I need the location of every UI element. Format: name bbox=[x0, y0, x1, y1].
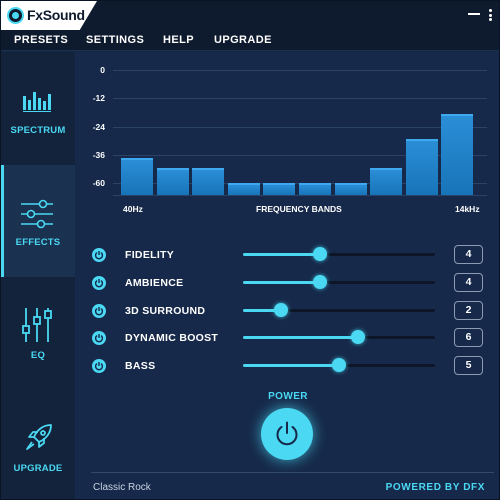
effect-row-3d-surround: 3D SURROUND 2 bbox=[75, 301, 499, 321]
slider-thumb[interactable] bbox=[351, 330, 366, 344]
freq-axis-title: FREQUENCY BANDS bbox=[256, 204, 342, 214]
menu-settings[interactable]: SETTINGS bbox=[86, 34, 145, 46]
sidebar-item-label: EFFECTS bbox=[15, 237, 61, 248]
grid-line bbox=[113, 127, 487, 128]
slider-thumb[interactable] bbox=[312, 247, 327, 261]
effect-label: DYNAMIC BOOST bbox=[125, 332, 219, 344]
spectrum-bar bbox=[370, 167, 403, 195]
dot-icon bbox=[488, 13, 492, 17]
logo: FxSound bbox=[1, 1, 97, 30]
bass-slider[interactable] bbox=[243, 358, 435, 372]
slider-fill bbox=[243, 336, 359, 339]
slider-fill bbox=[243, 309, 282, 312]
power-icon bbox=[276, 421, 298, 446]
menu-help[interactable]: HELP bbox=[163, 34, 194, 46]
sidebar-item-label: SPECTRUM bbox=[10, 125, 66, 136]
spectrum-bar bbox=[227, 182, 260, 195]
spectrum-bar bbox=[441, 113, 474, 195]
sliders-icon bbox=[21, 199, 53, 229]
effect-row-dynamic-boost: DYNAMIC BOOST 6 bbox=[75, 328, 499, 348]
effect-row-ambience: AMBIENCE 4 bbox=[75, 273, 499, 293]
power-label: POWER bbox=[268, 391, 308, 402]
effect-value[interactable]: 6 bbox=[454, 328, 483, 347]
sidebar-item-eq[interactable]: EQ bbox=[1, 278, 75, 388]
freq-end-label: 14kHz bbox=[455, 204, 480, 214]
power-icon bbox=[94, 279, 104, 288]
title-bar: FxSound bbox=[1, 1, 499, 30]
spectrum-bar bbox=[192, 167, 225, 195]
slider-thumb[interactable] bbox=[332, 358, 346, 372]
slider-fill bbox=[243, 364, 339, 367]
sidebar-item-upgrade[interactable]: UPGRADE bbox=[1, 389, 75, 499]
sidebar-item-effects[interactable]: EFFECTS bbox=[1, 165, 75, 277]
ambience-slider[interactable] bbox=[243, 275, 435, 289]
grid-line bbox=[113, 195, 487, 196]
dynamic-boost-toggle[interactable] bbox=[92, 331, 106, 345]
effect-label: AMBIENCE bbox=[125, 277, 184, 289]
effect-value[interactable]: 4 bbox=[454, 245, 483, 264]
spectrum-bar bbox=[334, 182, 367, 195]
sidebar-item-spectrum[interactable]: SPECTRUM bbox=[1, 52, 75, 164]
sidebar: SPECTRUM EFFECTS bbox=[1, 52, 75, 499]
effect-value[interactable]: 5 bbox=[454, 356, 483, 375]
sidebar-item-label: EQ bbox=[30, 350, 46, 361]
dot-icon bbox=[488, 18, 492, 21]
slider-thumb[interactable] bbox=[312, 275, 327, 289]
spectrum-chart: 0 -12 -24 -36 -60 40Hz FREQUENCY BANDS 1… bbox=[75, 52, 499, 218]
more-options-button[interactable] bbox=[486, 9, 494, 21]
fidelity-toggle[interactable] bbox=[92, 248, 106, 262]
db-tick-label: -36 bbox=[92, 150, 105, 160]
db-tick-label: -60 bbox=[92, 178, 105, 188]
menu-presets[interactable]: PRESETS bbox=[14, 34, 69, 46]
app-title: FxSound bbox=[27, 7, 85, 23]
slider-fill bbox=[243, 281, 320, 284]
spectrum-bar bbox=[263, 182, 296, 195]
dynamic-boost-slider[interactable] bbox=[243, 330, 435, 344]
power-button[interactable] bbox=[261, 408, 313, 460]
slider-fill bbox=[243, 253, 320, 256]
spectrum-bar bbox=[121, 157, 153, 195]
slider-thumb[interactable] bbox=[274, 303, 289, 317]
powered-by-label: POWERED BY DFX bbox=[385, 482, 485, 493]
menu-upgrade[interactable]: UPGRADE bbox=[214, 34, 272, 46]
effect-value[interactable]: 2 bbox=[454, 301, 483, 320]
grid-line bbox=[113, 155, 487, 156]
ambience-toggle[interactable] bbox=[92, 276, 106, 290]
eq-icon bbox=[22, 308, 52, 342]
power-icon bbox=[94, 251, 104, 260]
sidebar-item-label: UPGRADE bbox=[13, 463, 63, 474]
3d-surround-toggle[interactable] bbox=[92, 304, 106, 318]
effect-label: 3D SURROUND bbox=[125, 305, 206, 317]
power-icon bbox=[94, 362, 104, 371]
effect-row-bass: BASS 5 bbox=[75, 356, 499, 376]
fidelity-slider[interactable] bbox=[243, 247, 435, 261]
spectrum-icon bbox=[23, 92, 51, 112]
effect-label: FIDELITY bbox=[125, 249, 175, 261]
db-tick-label: -12 bbox=[92, 93, 105, 103]
spectrum-bar bbox=[299, 182, 331, 195]
rocket-icon bbox=[26, 424, 52, 450]
current-preset[interactable]: Classic Rock bbox=[93, 482, 151, 493]
footer-divider bbox=[91, 472, 494, 473]
power-icon bbox=[94, 307, 104, 316]
effect-label: BASS bbox=[125, 360, 156, 372]
power-icon bbox=[94, 334, 104, 343]
spectrum-bar bbox=[405, 138, 438, 195]
spectrum-bar bbox=[156, 167, 189, 195]
fxsound-logo-icon bbox=[7, 7, 24, 24]
bass-toggle[interactable] bbox=[92, 359, 106, 373]
effect-value[interactable]: 4 bbox=[454, 273, 483, 292]
main-panel: 0 -12 -24 -36 -60 40Hz FREQUENCY BANDS 1… bbox=[75, 52, 499, 499]
db-tick-label: -24 bbox=[92, 122, 105, 132]
grid-line bbox=[113, 98, 487, 99]
db-tick-label: 0 bbox=[100, 65, 105, 75]
menu-bar: PRESETS SETTINGS HELP UPGRADE bbox=[1, 30, 499, 51]
effect-row-fidelity: FIDELITY 4 bbox=[75, 245, 499, 265]
3d-surround-slider[interactable] bbox=[243, 303, 435, 317]
dot-icon bbox=[488, 9, 492, 12]
grid-line bbox=[113, 70, 487, 71]
freq-start-label: 40Hz bbox=[123, 204, 143, 214]
minimize-button[interactable] bbox=[468, 13, 480, 15]
